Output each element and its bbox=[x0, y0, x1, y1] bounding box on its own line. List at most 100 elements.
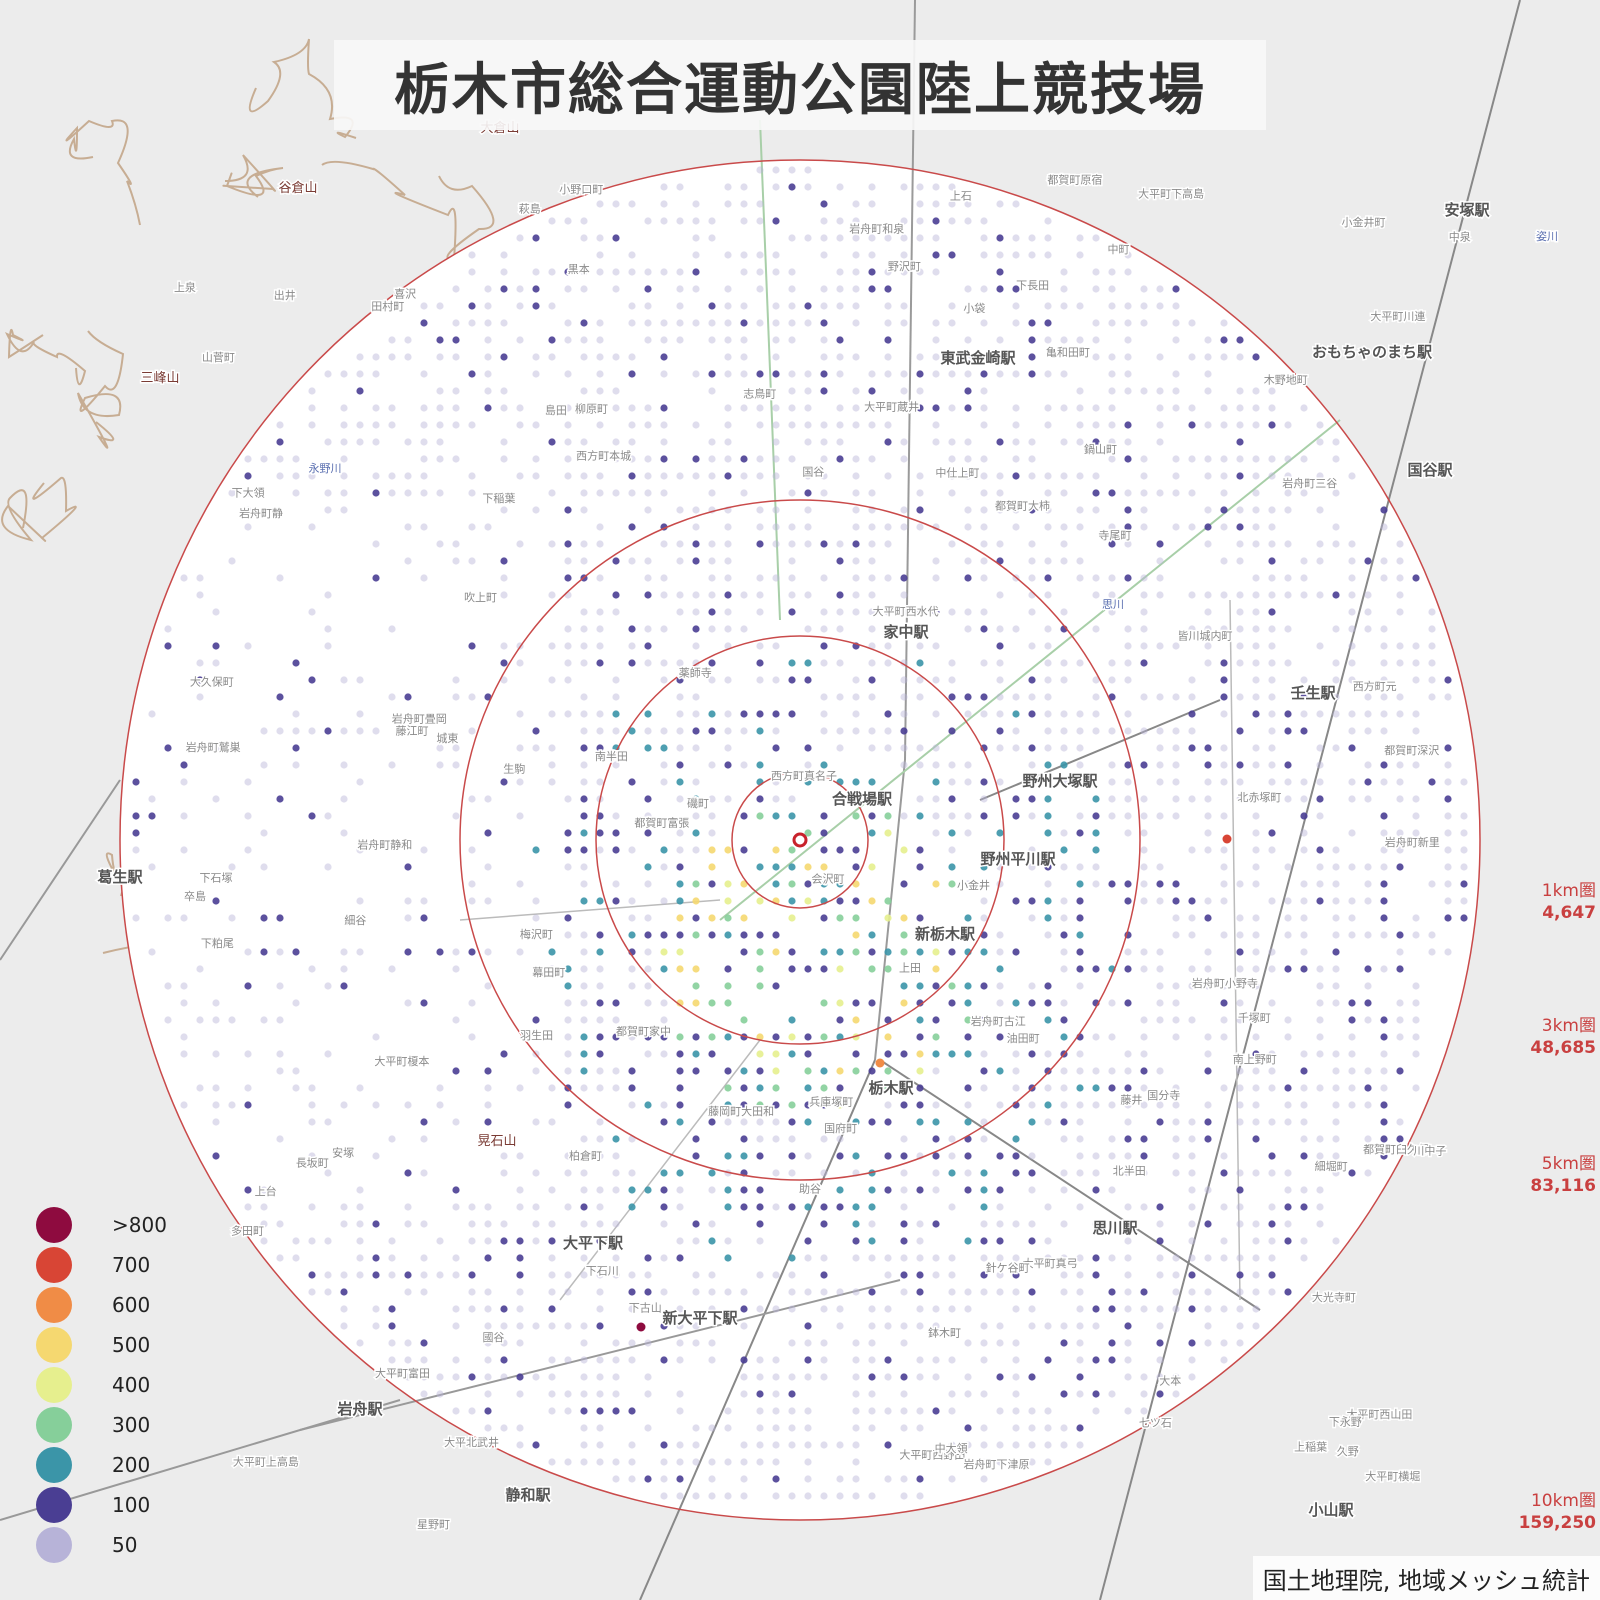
mesh-dot bbox=[276, 421, 284, 429]
mesh-dot bbox=[468, 642, 476, 650]
mesh-dot bbox=[372, 574, 380, 582]
mesh-dot bbox=[1076, 234, 1084, 242]
mesh-dot bbox=[804, 1441, 812, 1449]
mesh-dot bbox=[788, 234, 796, 242]
mesh-dot bbox=[644, 1288, 652, 1296]
legend-label: 100 bbox=[112, 1493, 151, 1517]
mesh-dot bbox=[820, 455, 828, 463]
mesh-dot bbox=[996, 1186, 1004, 1194]
mesh-dot bbox=[852, 1203, 860, 1211]
mesh-dot bbox=[1300, 676, 1308, 684]
mesh-dot bbox=[516, 285, 524, 293]
attribution-text: 国土地理院, 地域メッシュ統計 bbox=[1262, 1566, 1590, 1595]
mesh-dot bbox=[788, 1101, 796, 1109]
mesh-dot bbox=[884, 1407, 892, 1415]
mesh-dot bbox=[996, 625, 1004, 633]
mesh-dot bbox=[452, 1067, 460, 1075]
mesh-dot bbox=[900, 1271, 908, 1279]
mesh-dot bbox=[1108, 438, 1116, 446]
radius-ring bbox=[731, 771, 869, 909]
mesh-dot bbox=[500, 387, 508, 395]
mesh-dot bbox=[1460, 880, 1468, 888]
mesh-dot bbox=[564, 999, 572, 1007]
mesh-dot bbox=[1124, 812, 1132, 820]
mesh-dot bbox=[884, 642, 892, 650]
mesh-dot bbox=[1028, 506, 1036, 514]
mesh-dot bbox=[996, 1271, 1004, 1279]
mesh-dot bbox=[980, 1203, 988, 1211]
place-label-town: 島田 bbox=[545, 403, 567, 417]
mesh-dot bbox=[1028, 1424, 1036, 1432]
mesh-dot bbox=[612, 1458, 620, 1466]
mesh-dot bbox=[948, 829, 956, 837]
mesh-dot bbox=[996, 1220, 1004, 1228]
mesh-dot bbox=[884, 897, 892, 905]
mesh-dot bbox=[740, 591, 748, 599]
mesh-dot bbox=[612, 285, 620, 293]
mesh-dot bbox=[996, 1458, 1004, 1466]
mesh-dot bbox=[916, 217, 924, 225]
mesh-dot bbox=[1060, 1084, 1068, 1092]
mesh-dot bbox=[804, 438, 812, 446]
mesh-dot bbox=[1028, 319, 1036, 327]
mesh-dot bbox=[740, 1203, 748, 1211]
mesh-dot bbox=[420, 574, 428, 582]
mesh-dot bbox=[996, 1254, 1004, 1262]
mesh-dot bbox=[212, 744, 220, 752]
mesh-dot bbox=[388, 489, 396, 497]
mesh-dot bbox=[804, 1084, 812, 1092]
mesh-dot bbox=[452, 965, 460, 973]
mesh-dot bbox=[532, 268, 540, 276]
mesh-dot bbox=[900, 268, 908, 276]
mesh-dot bbox=[1236, 1186, 1244, 1194]
mesh-dot bbox=[292, 455, 300, 463]
mesh-dot bbox=[996, 676, 1004, 684]
mesh-dot bbox=[436, 387, 444, 395]
mesh-dot bbox=[884, 421, 892, 429]
place-label-town: 西方町元 bbox=[1353, 679, 1397, 693]
mesh-dot bbox=[1364, 1016, 1372, 1024]
mesh-dot bbox=[1396, 693, 1404, 701]
mesh-dot bbox=[804, 1356, 812, 1364]
mesh-dot bbox=[340, 404, 348, 412]
mesh-dot bbox=[676, 863, 684, 871]
mesh-dot bbox=[1284, 778, 1292, 786]
mesh-dot bbox=[1060, 1390, 1068, 1398]
mesh-dot bbox=[724, 1067, 732, 1075]
mesh-dot bbox=[996, 1203, 1004, 1211]
mesh-dot bbox=[1428, 880, 1436, 888]
mesh-dot bbox=[420, 1288, 428, 1296]
mesh-dot bbox=[548, 591, 556, 599]
mesh-dot bbox=[532, 897, 540, 905]
mesh-dot bbox=[740, 217, 748, 225]
mesh-dot bbox=[1204, 353, 1212, 361]
mesh-dot bbox=[836, 897, 844, 905]
mesh-dot bbox=[1060, 1441, 1068, 1449]
mesh-dot bbox=[916, 506, 924, 514]
mesh-dot bbox=[932, 234, 940, 242]
mesh-dot bbox=[1188, 727, 1196, 735]
legend-swatch bbox=[36, 1447, 72, 1483]
mesh-dot bbox=[692, 1220, 700, 1228]
place-label-town: 下稲葉 bbox=[482, 491, 515, 505]
mesh-dot bbox=[644, 744, 652, 752]
mesh-dot bbox=[788, 1254, 796, 1262]
mesh-dot bbox=[324, 506, 332, 514]
mesh-dot bbox=[1316, 438, 1324, 446]
mesh-dot bbox=[1156, 1118, 1164, 1126]
mesh-dot bbox=[1188, 914, 1196, 922]
mesh-dot bbox=[436, 761, 444, 769]
mesh-dot bbox=[676, 506, 684, 514]
mesh-dot bbox=[900, 1203, 908, 1211]
mesh-dot bbox=[1124, 1169, 1132, 1177]
venue-marker[interactable] bbox=[792, 832, 808, 848]
mesh-dot bbox=[644, 268, 652, 276]
mesh-dot bbox=[772, 1407, 780, 1415]
mesh-dot bbox=[852, 1475, 860, 1483]
mesh-dot bbox=[1460, 812, 1468, 820]
mesh-dot bbox=[1236, 625, 1244, 633]
mesh-dot bbox=[740, 200, 748, 208]
mesh-dot bbox=[644, 829, 652, 837]
